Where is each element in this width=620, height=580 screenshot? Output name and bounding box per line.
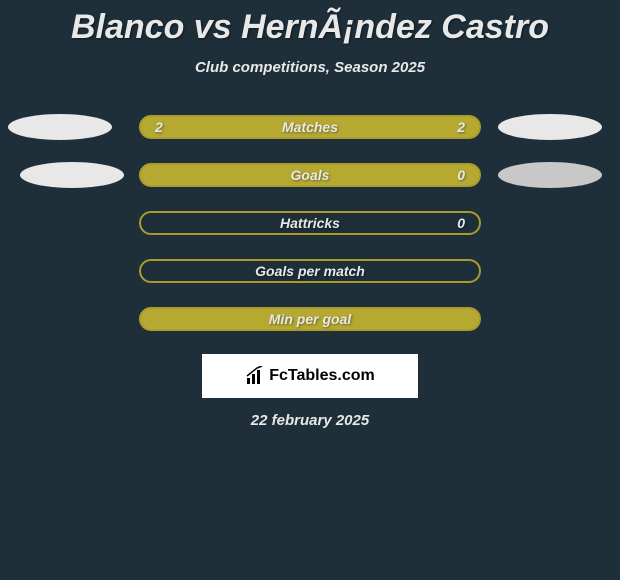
stat-label: Hattricks [280, 215, 340, 231]
stat-bar: Hattricks 0 [139, 211, 481, 235]
chart-icon [245, 366, 265, 386]
stat-row: Goals per match [0, 258, 620, 284]
stat-label: Matches [282, 119, 338, 135]
stat-value-right: 0 [457, 167, 465, 183]
stat-label: Goals [291, 167, 330, 183]
ellipse-left [20, 162, 124, 188]
stats-content: 2 Matches 2 Goals 0 Hattricks 0 Goals per match… [0, 114, 620, 429]
logo-label: FcTables.com [269, 367, 375, 385]
page-subtitle: Club competitions, Season 2025 [0, 59, 620, 76]
stat-bar: Min per goal [139, 307, 481, 331]
stat-row: 2 Matches 2 [0, 114, 620, 140]
ellipse-right [498, 114, 602, 140]
stat-row: Goals 0 [0, 162, 620, 188]
stat-label: Min per goal [269, 311, 351, 327]
footer-date: 22 february 2025 [0, 412, 620, 429]
page-title: Blanco vs HernÃ¡ndez Castro [0, 0, 620, 47]
stat-bar: Goals 0 [139, 163, 481, 187]
stat-value-left: 2 [155, 119, 163, 135]
stat-value-right: 0 [457, 215, 465, 231]
stat-value-right: 2 [457, 119, 465, 135]
logo: FcTables.com [245, 366, 375, 386]
ellipse-right [498, 162, 602, 188]
ellipse-left [8, 114, 112, 140]
stat-bar: 2 Matches 2 [139, 115, 481, 139]
stat-bar: Goals per match [139, 259, 481, 283]
stat-row: Min per goal [0, 306, 620, 332]
stat-label: Goals per match [255, 263, 365, 279]
logo-box: FcTables.com [202, 354, 418, 398]
stat-row: Hattricks 0 [0, 210, 620, 236]
